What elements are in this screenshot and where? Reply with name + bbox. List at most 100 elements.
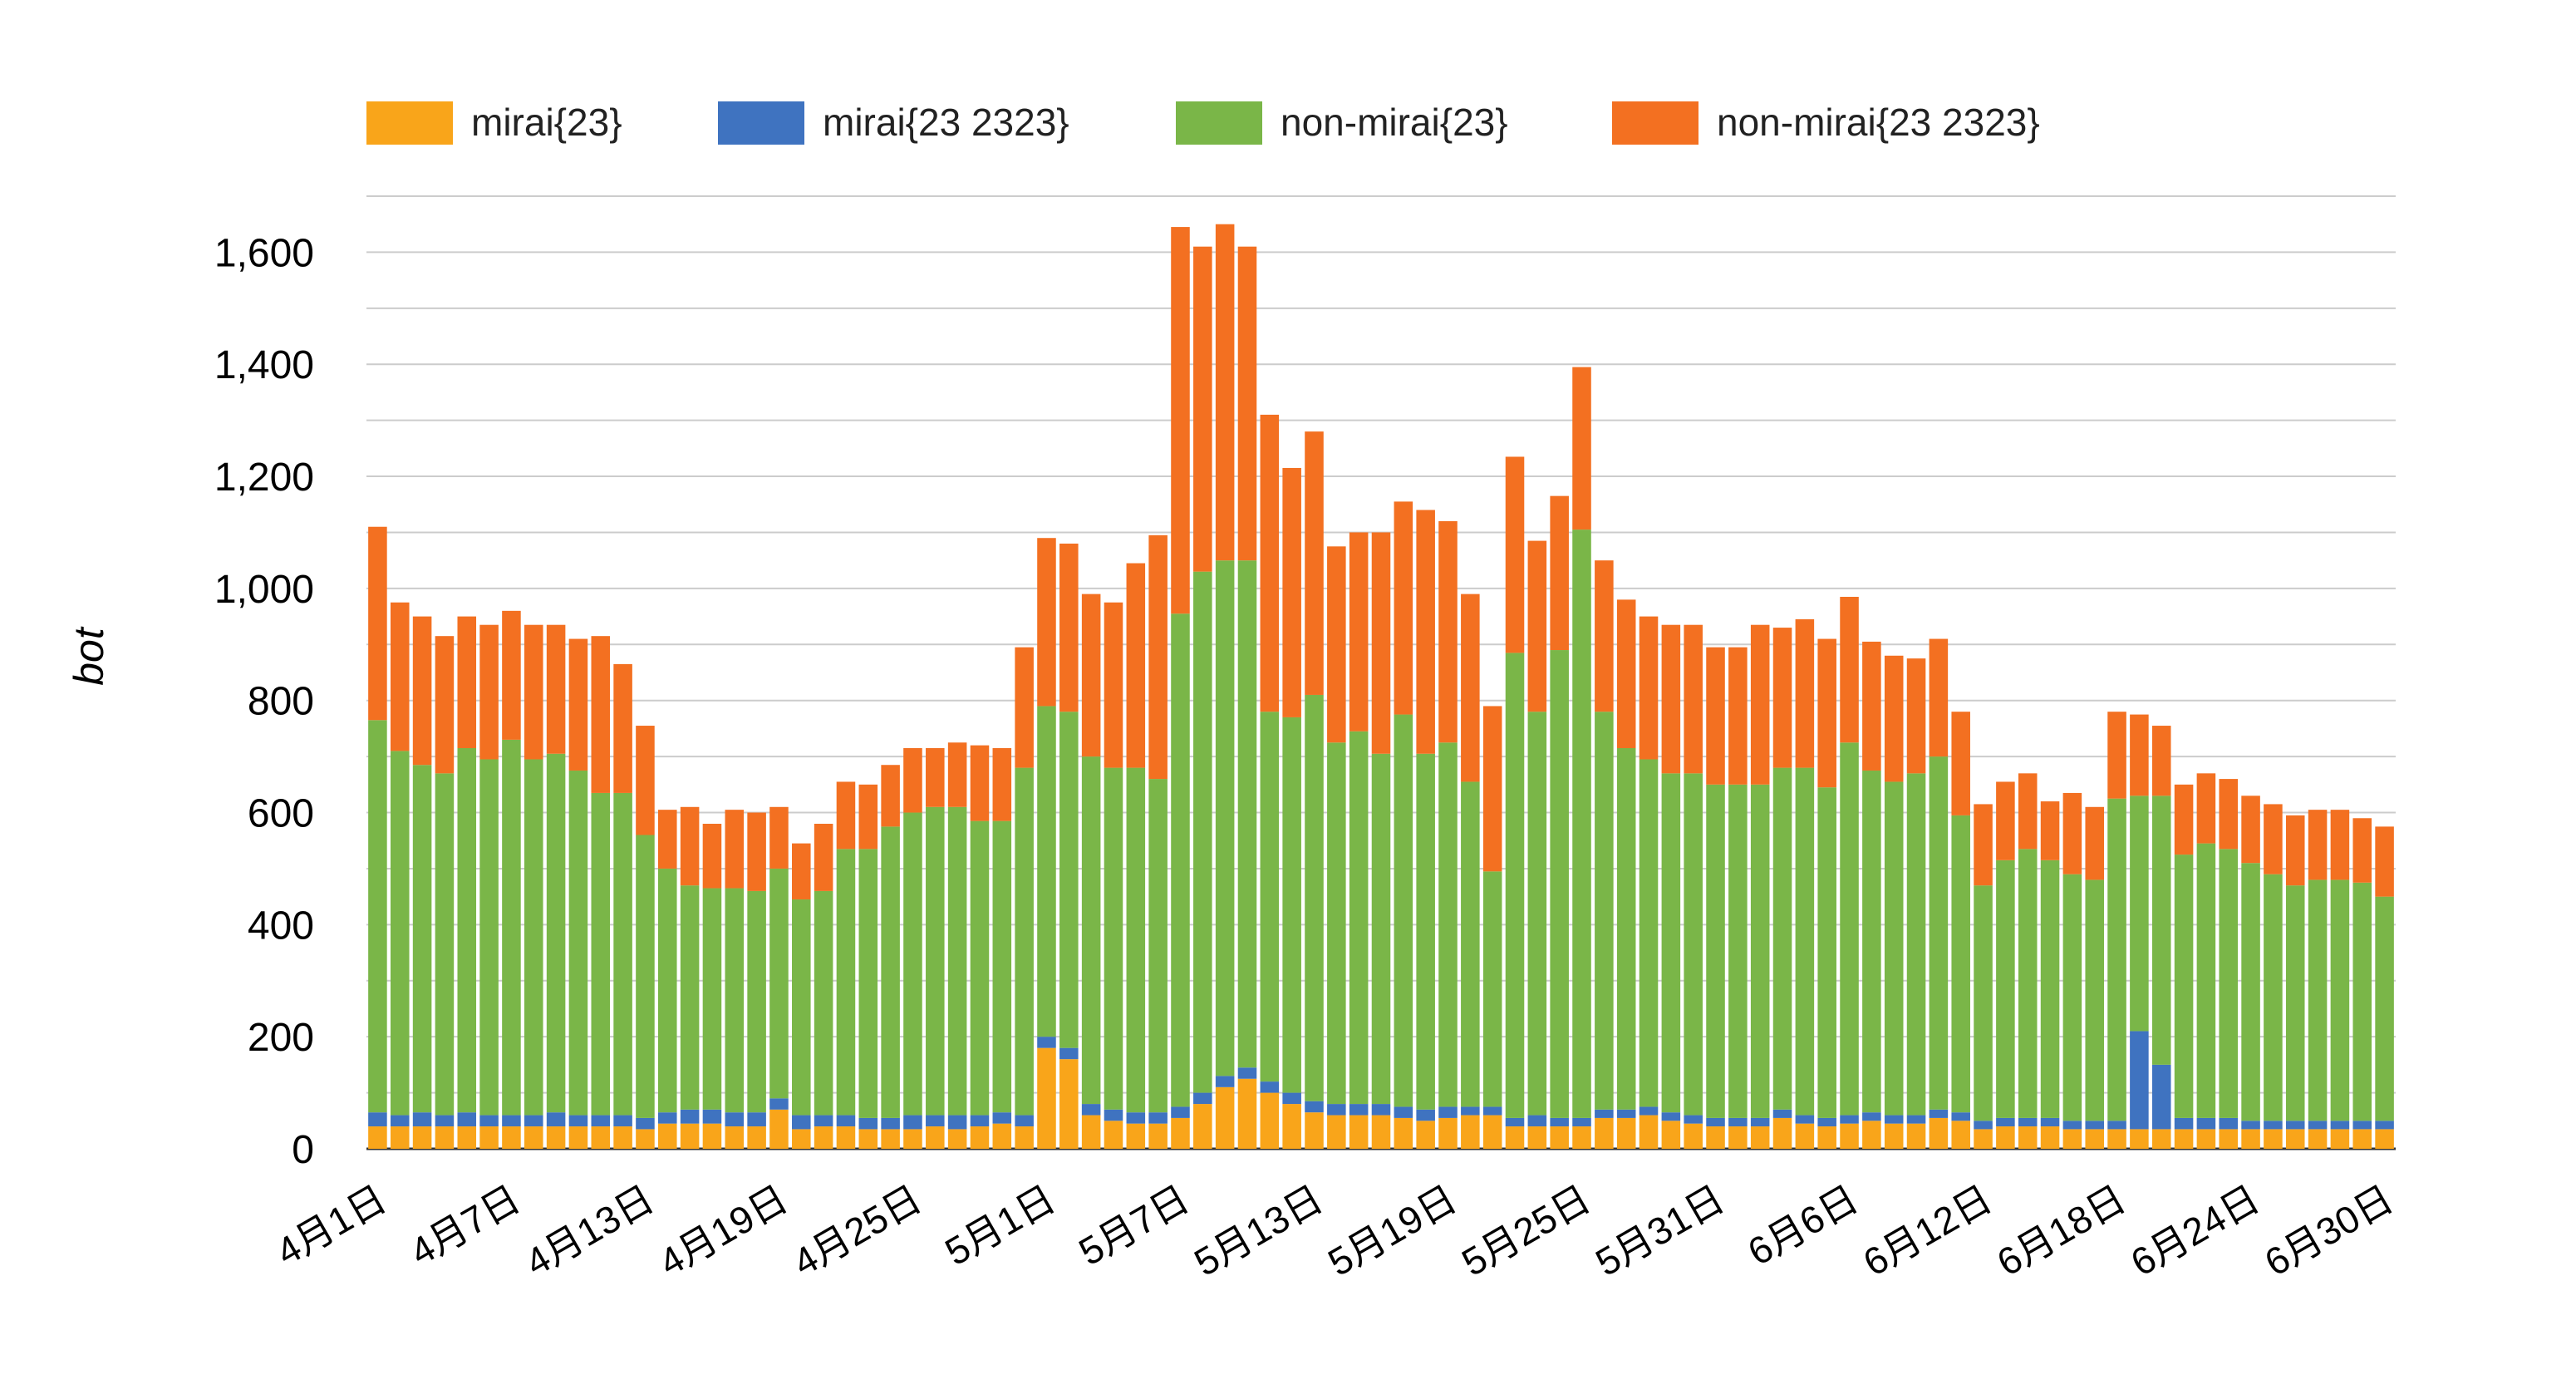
bar-segment-non-mirai-23-2323 (2352, 818, 2372, 883)
bar-segment-mirai-23-2323 (1349, 1104, 1369, 1116)
bar-segment-non-mirai-23-2323 (1527, 540, 1547, 712)
bar-segment-non-mirai-23-2323 (858, 784, 878, 850)
x-tick-label: 4月25日 (785, 1177, 928, 1284)
bar-segment-mirai-23-2323 (2308, 1121, 2328, 1130)
legend-item: non-mirai{23 2323} (1612, 101, 2040, 145)
bar-segment-mirai-23-2323 (1482, 1106, 1502, 1116)
bar-segment-mirai-23 (1305, 1112, 1324, 1149)
bar-segment-mirai-23 (1104, 1121, 1123, 1149)
bar-segment-mirai-23 (1840, 1123, 1859, 1149)
bar-segment-mirai-23-2323 (1639, 1106, 1659, 1116)
bar-segment-mirai-23-2323 (435, 1115, 455, 1127)
x-tick-label: 6月24日 (2123, 1177, 2266, 1284)
bar-segment-non-mirai-23-2323 (2264, 804, 2283, 874)
bar-segment-mirai-23 (1260, 1092, 1280, 1149)
bar-segment-mirai-23-2323 (2241, 1121, 2260, 1130)
bar-segment-mirai-23-2323 (1750, 1117, 1770, 1127)
x-tick-label: 4月19日 (651, 1177, 794, 1284)
bar-segment-non-mirai-23-2323 (658, 810, 677, 869)
bar-segment-non-mirai-23-2323 (1706, 647, 1725, 785)
y-tick-label: 1,600 (214, 231, 314, 275)
bar-segment-mirai-23 (1482, 1115, 1502, 1149)
bar-segment-mirai-23 (1215, 1086, 1235, 1149)
bar-segment-non-mirai-23-2323 (1951, 712, 1970, 815)
bar-segment-mirai-23-2323 (546, 1112, 566, 1127)
bar-segment-non-mirai-23 (2151, 796, 2171, 1065)
bar-segment-non-mirai-23-2323 (1416, 510, 1435, 754)
bar-segment-non-mirai-23-2323 (2130, 714, 2149, 796)
bar-segment-non-mirai-23-2323 (1461, 594, 1480, 782)
bar-segment-non-mirai-23 (1394, 714, 1413, 1107)
bar-segment-non-mirai-23 (1305, 694, 1324, 1101)
bar-segment-non-mirai-23 (1572, 530, 1591, 1118)
bar-segment-non-mirai-23-2323 (1728, 647, 1748, 785)
bar-segment-non-mirai-23 (2241, 863, 2260, 1121)
legend-item: mirai{23} (366, 101, 622, 145)
bar-segment-non-mirai-23-2323 (1572, 367, 1591, 530)
bar-segment-non-mirai-23 (1706, 784, 1725, 1118)
bar-segment-non-mirai-23-2323 (479, 624, 499, 760)
bar-segment-non-mirai-23-2323 (1394, 501, 1413, 715)
bar-segment-mirai-23-2323 (524, 1115, 543, 1127)
y-tick-label: 200 (248, 1016, 314, 1060)
bar-segment-mirai-23 (1438, 1117, 1458, 1149)
bar-segment-non-mirai-23 (1505, 653, 1525, 1118)
y-tick-label: 600 (248, 792, 314, 836)
bar-segment-mirai-23 (1550, 1126, 1569, 1149)
legend-swatch (718, 101, 804, 145)
bar-segment-mirai-23 (702, 1123, 722, 1149)
bar-segment-mirai-23 (1951, 1121, 1970, 1149)
bar-segment-mirai-23-2323 (970, 1115, 990, 1127)
bar-segment-mirai-23-2323 (2040, 1117, 2060, 1127)
bar-segment-mirai-23 (1639, 1115, 1659, 1149)
bar-segment-mirai-23 (479, 1126, 499, 1149)
bar-segment-mirai-23-2323 (1215, 1076, 1235, 1087)
bar-segment-mirai-23 (1884, 1123, 1904, 1149)
bar-segment-mirai-23-2323 (1951, 1112, 1970, 1121)
bar-segment-non-mirai-23 (1661, 773, 1681, 1113)
bar-segment-non-mirai-23 (658, 868, 677, 1113)
bar-segment-mirai-23 (769, 1109, 789, 1149)
bar-segment-mirai-23 (502, 1126, 521, 1149)
bar-segment-mirai-23-2323 (636, 1117, 655, 1130)
bar-segment-mirai-23 (2375, 1129, 2394, 1149)
bar-segment-non-mirai-23 (2264, 874, 2283, 1121)
bar-segment-mirai-23 (2085, 1129, 2104, 1149)
bar-segment-non-mirai-23 (747, 890, 766, 1113)
bar-segment-mirai-23-2323 (747, 1112, 766, 1127)
bar-segment-non-mirai-23 (769, 868, 789, 1099)
bar-segment-non-mirai-23 (1349, 731, 1369, 1105)
bar-segment-mirai-23 (926, 1126, 945, 1149)
x-tick-label: 4月13日 (518, 1177, 661, 1284)
bar-segment-non-mirai-23-2323 (1148, 534, 1168, 780)
bar-segment-non-mirai-23 (1015, 767, 1034, 1116)
bar-segment-mirai-23 (1394, 1117, 1413, 1149)
bar-segment-non-mirai-23-2323 (792, 843, 811, 900)
bar-segment-mirai-23 (1728, 1126, 1748, 1149)
bar-segment-non-mirai-23-2323 (1840, 596, 1859, 743)
bar-segment-non-mirai-23-2323 (1349, 532, 1369, 732)
bar-segment-mirai-23-2323 (881, 1117, 900, 1130)
bar-segment-mirai-23 (613, 1126, 632, 1149)
legend-item: non-mirai{23} (1176, 101, 1508, 145)
bar-segment-mirai-23 (1081, 1115, 1101, 1149)
bar-segment-mirai-23-2323 (1616, 1109, 1636, 1118)
bar-segment-non-mirai-23-2323 (457, 616, 477, 749)
bar-segment-mirai-23-2323 (725, 1112, 745, 1127)
bar-segment-non-mirai-23-2323 (2375, 826, 2394, 897)
bar-segment-mirai-23 (992, 1123, 1012, 1149)
bar-segment-mirai-23 (1461, 1115, 1480, 1149)
bar-segment-non-mirai-23-2323 (769, 806, 789, 869)
bar-segment-non-mirai-23-2323 (1126, 563, 1146, 768)
bar-segment-non-mirai-23 (1929, 756, 1949, 1110)
bar-segment-non-mirai-23 (1772, 767, 1792, 1110)
bar-segment-non-mirai-23-2323 (613, 663, 632, 793)
bar-segment-non-mirai-23-2323 (1015, 647, 1034, 768)
bar-segment-mirai-23 (1750, 1126, 1770, 1149)
bar-segment-non-mirai-23 (1171, 613, 1190, 1107)
bar-segment-mirai-23 (457, 1126, 477, 1149)
bar-segment-non-mirai-23-2323 (390, 602, 410, 751)
bar-segment-mirai-23 (1371, 1115, 1391, 1149)
bar-segment-mirai-23-2323 (2062, 1121, 2082, 1130)
bar-segment-non-mirai-23 (2174, 855, 2194, 1118)
